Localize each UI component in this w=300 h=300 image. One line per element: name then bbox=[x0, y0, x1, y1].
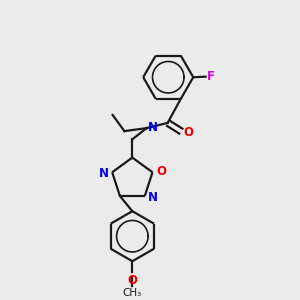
Text: CH₃: CH₃ bbox=[123, 288, 142, 298]
Text: O: O bbox=[157, 165, 166, 178]
Text: N: N bbox=[99, 167, 109, 180]
Text: F: F bbox=[207, 70, 215, 83]
Text: O: O bbox=[184, 126, 194, 139]
Text: N: N bbox=[148, 190, 158, 204]
Text: O: O bbox=[127, 274, 137, 286]
Text: N: N bbox=[148, 121, 158, 134]
